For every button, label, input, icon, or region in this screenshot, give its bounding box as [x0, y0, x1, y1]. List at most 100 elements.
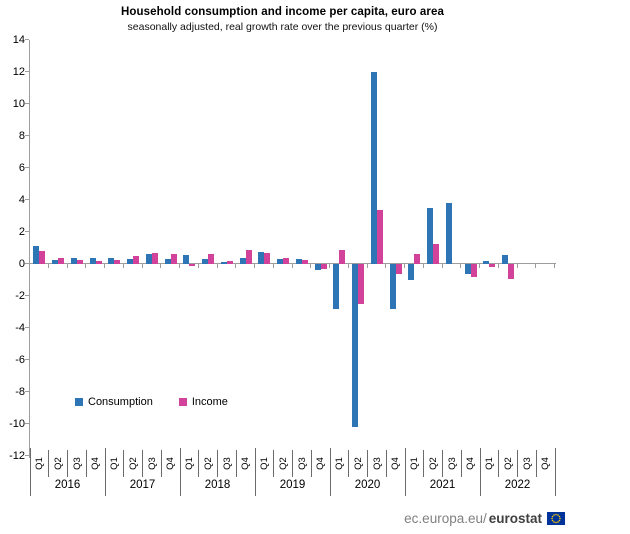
bar-income-2021-Q2 [433, 244, 440, 264]
bar-income-2021-Q1 [414, 253, 421, 264]
footer-branding: ec.europa.eu/eurostat [360, 511, 565, 526]
quarter-separator-26 [517, 450, 518, 477]
y-tick-label-0: 0 [18, 258, 25, 270]
quarter-label-text: Q3 [521, 456, 533, 470]
bar-consumption-2016-Q3 [70, 258, 77, 264]
quarter-label-2017-Q4: Q4 [161, 448, 180, 478]
bar-consumption-2018-Q1 [183, 255, 190, 264]
year-separator-16 [329, 448, 331, 496]
x-tick-14 [291, 264, 293, 268]
x-tick-2 [66, 264, 68, 268]
quarter-separator-5 [123, 450, 125, 477]
x-tick-7 [160, 264, 162, 268]
bar-consumption-2018-Q2 [202, 259, 209, 264]
x-tick-18 [366, 264, 368, 268]
quarter-label-2022-Q4: Q4 [536, 448, 555, 478]
x-tick-13 [272, 264, 274, 268]
quarter-label-2021-Q3: Q3 [443, 448, 462, 478]
quarter-label-2018-Q4: Q4 [236, 448, 255, 478]
footer-url-eurostat: eurostat [488, 511, 542, 526]
y-tick--12 [25, 455, 29, 456]
bar-income-2017-Q4 [170, 254, 177, 264]
bar-consumption-2019-Q2 [277, 259, 284, 264]
bar-income-2019-Q4 [320, 264, 327, 269]
quarter-label-text: Q4 [465, 456, 477, 470]
quarter-separator-23 [460, 450, 462, 477]
x-tick-9 [197, 264, 199, 268]
consumption-swatch-icon [75, 398, 83, 406]
quarter-separator-3 [85, 450, 87, 477]
quarter-label-text: Q3 [221, 456, 233, 470]
x-tick-21 [422, 264, 424, 268]
x-tick-16 [329, 264, 330, 268]
legend: Consumption Income [75, 396, 228, 408]
bar-income-2019-Q3 [301, 260, 308, 264]
quarter-label-2020-Q2: Q2 [349, 448, 368, 478]
bar-income-2020-Q1 [339, 250, 346, 264]
x-tick-8 [179, 264, 180, 268]
bar-income-2022-Q2 [508, 264, 515, 280]
y-tick-label-4: 4 [18, 194, 25, 206]
quarter-label-text: Q4 [390, 456, 402, 470]
quarter-label-text: Q4 [165, 456, 177, 470]
footer-url-prefix: ec.europa.eu/ [404, 511, 487, 526]
y-tick-label-14: 14 [12, 34, 25, 46]
quarter-separator-19 [385, 450, 387, 477]
bar-consumption-2016-Q1 [33, 246, 40, 264]
y-axis-line [29, 40, 30, 458]
bar-consumption-2021-Q1 [408, 264, 415, 280]
quarter-label-2020-Q1: Q1 [330, 448, 349, 478]
quarter-separator-6 [142, 450, 143, 477]
chart-subtitle: seasonally adjusted, real growth rate ov… [127, 21, 438, 33]
y-tick--2 [25, 295, 29, 296]
legend-item-consumption: Consumption [75, 396, 153, 408]
quarter-label-text: Q1 [333, 456, 345, 470]
bar-income-2020-Q2 [358, 264, 365, 304]
bar-consumption-2020-Q1 [333, 264, 340, 309]
y-tick-12 [25, 71, 29, 72]
quarter-label-text: Q2 [352, 456, 364, 470]
y-tick-label--6: -6 [15, 354, 25, 366]
quarter-label-2018-Q1: Q1 [180, 448, 199, 478]
bar-income-2018-Q3 [226, 260, 233, 264]
quarter-separator-7 [160, 450, 162, 477]
quarter-label-2019-Q2: Q2 [274, 448, 293, 478]
quarter-label-2016-Q4: Q4 [86, 448, 105, 478]
bar-income-2017-Q1 [114, 260, 121, 264]
y-tick-2 [25, 231, 29, 232]
quarter-separator-17 [348, 450, 350, 477]
year-separator-4 [104, 448, 106, 496]
x-tick-6 [141, 264, 143, 268]
quarter-label-2022-Q2: Q2 [499, 448, 518, 478]
quarter-label-text: Q1 [408, 456, 420, 470]
income-swatch-icon [178, 398, 187, 406]
x-tick-1 [47, 264, 49, 268]
quarter-label-2022-Q3: Q3 [518, 448, 537, 478]
x-tick-22 [441, 264, 443, 268]
bar-consumption-2022-Q1 [483, 260, 490, 264]
y-tick-6 [25, 167, 29, 168]
y-tick-label--8: -8 [15, 386, 25, 398]
bar-consumption-2022-Q2 [502, 255, 509, 264]
year-separator-0 [29, 448, 31, 496]
legend-item-income: Income [178, 396, 228, 408]
x-tick-11 [235, 264, 237, 268]
quarter-separator-21 [423, 450, 425, 477]
x-tick-27 [535, 264, 537, 268]
quarter-separator-27 [535, 450, 537, 477]
y-tick-label-12: 12 [12, 66, 25, 78]
year-label-2021: 2021 [429, 479, 456, 491]
bar-consumption-2019-Q4 [314, 264, 321, 271]
year-label-2017: 2017 [129, 479, 156, 491]
quarter-separator-10 [217, 450, 218, 477]
bar-consumption-2017-Q3 [145, 254, 152, 264]
quarter-separator-14 [292, 450, 293, 477]
quarter-separator-25 [498, 450, 500, 477]
bar-income-2022-Q1 [489, 264, 496, 268]
year-label-2019: 2019 [279, 479, 306, 491]
bar-consumption-2019-Q3 [295, 259, 302, 264]
bar-income-2018-Q2 [208, 253, 215, 264]
bar-consumption-2019-Q1 [258, 252, 265, 264]
quarter-label-2016-Q1: Q1 [30, 448, 49, 478]
